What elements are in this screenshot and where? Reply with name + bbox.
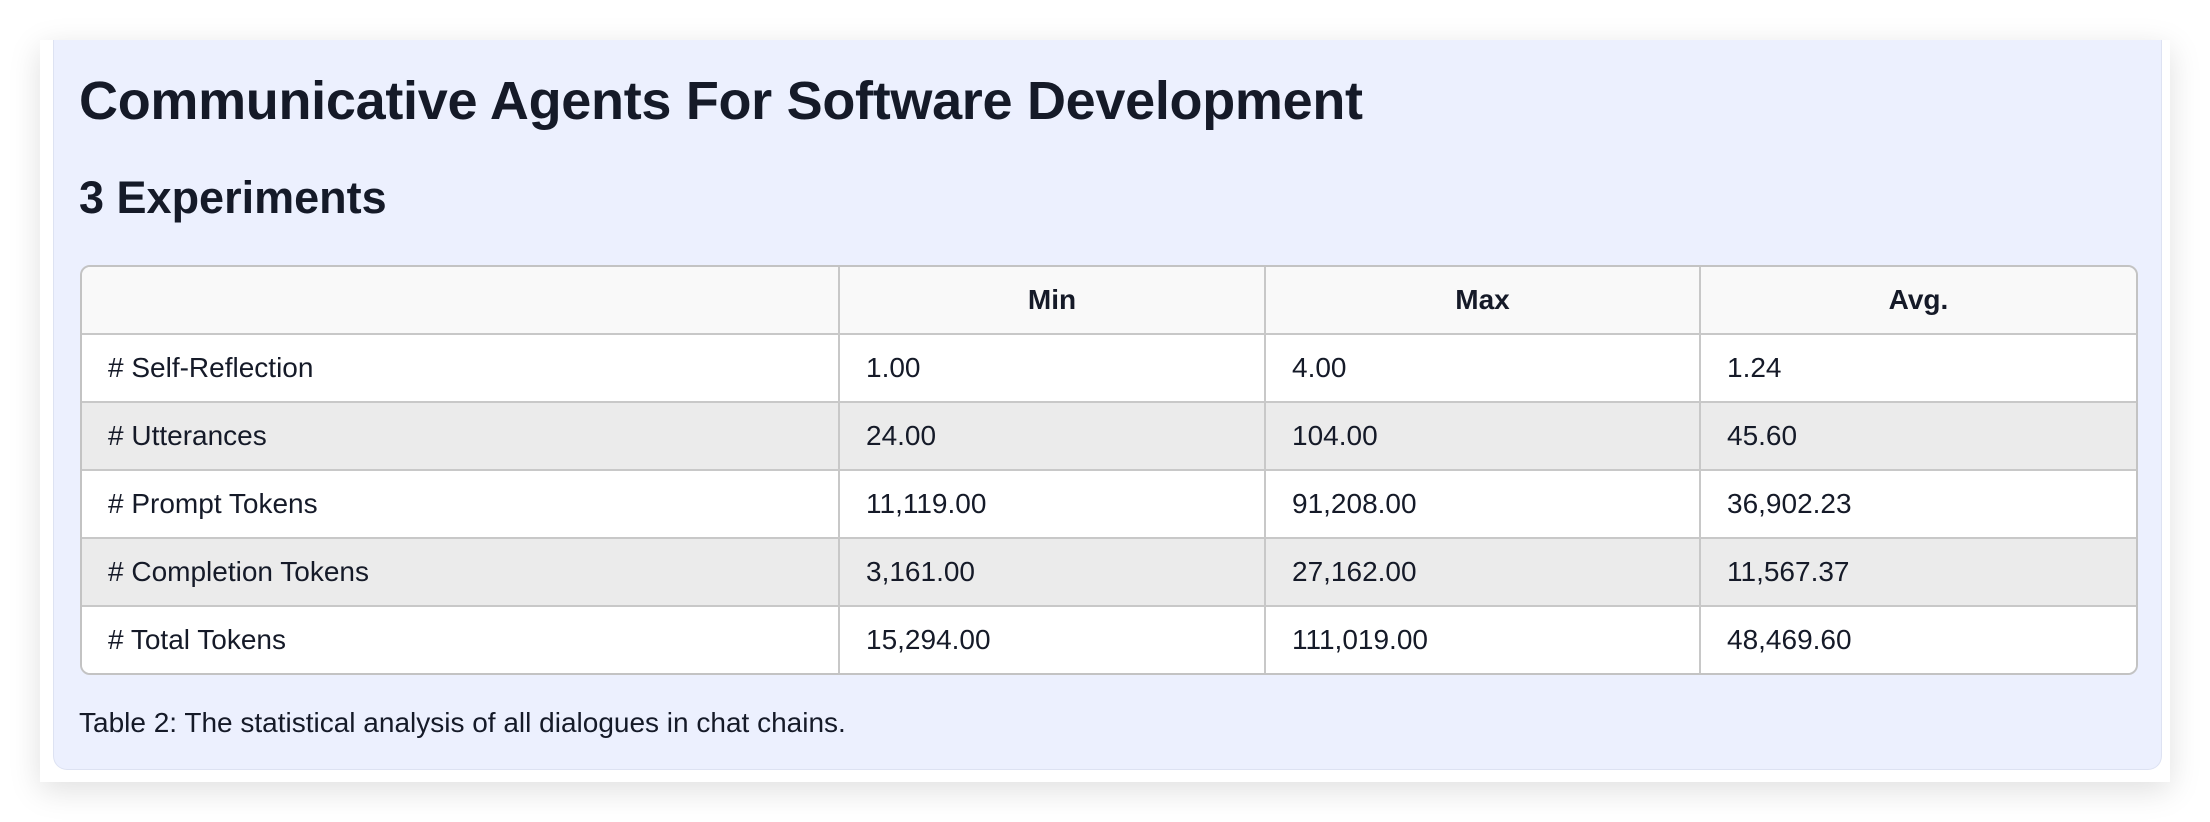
cell-avg: 48,469.60 <box>1701 607 2136 673</box>
cell-min: 3,161.00 <box>840 539 1266 607</box>
cell-max: 111,019.00 <box>1266 607 1701 673</box>
cell-max: 91,208.00 <box>1266 471 1701 539</box>
cell-max: 104.00 <box>1266 403 1701 471</box>
content-panel: Communicative Agents For Software Develo… <box>53 40 2162 770</box>
cell-min: 11,119.00 <box>840 471 1266 539</box>
cell-max: 4.00 <box>1266 335 1701 403</box>
row-label: # Self-Reflection <box>82 335 840 403</box>
row-label: # Utterances <box>82 403 840 471</box>
table-row: # Prompt Tokens 11,119.00 91,208.00 36,9… <box>82 471 2136 539</box>
header-cell <box>82 267 840 335</box>
stats-table: Min Max Avg. # Self-Reflection 1.00 4.00… <box>80 265 2138 675</box>
row-label: # Prompt Tokens <box>82 471 840 539</box>
cell-avg: 36,902.23 <box>1701 471 2136 539</box>
table-row: # Utterances 24.00 104.00 45.60 <box>82 403 2136 471</box>
cell-avg: 1.24 <box>1701 335 2136 403</box>
page-card: Communicative Agents For Software Develo… <box>40 40 2170 782</box>
header-cell-min: Min <box>840 267 1266 335</box>
table-header-row: Min Max Avg. <box>82 267 2136 335</box>
table-row: # Total Tokens 15,294.00 111,019.00 48,4… <box>82 607 2136 673</box>
section-heading: 3 Experiments <box>79 172 387 223</box>
cell-min: 24.00 <box>840 403 1266 471</box>
table-row: # Self-Reflection 1.00 4.00 1.24 <box>82 335 2136 403</box>
row-label: # Total Tokens <box>82 607 840 673</box>
cell-avg: 45.60 <box>1701 403 2136 471</box>
header-cell-max: Max <box>1266 267 1701 335</box>
row-label: # Completion Tokens <box>82 539 840 607</box>
table-caption: Table 2: The statistical analysis of all… <box>79 707 846 738</box>
page-title: Communicative Agents For Software Develo… <box>79 71 1363 131</box>
cell-min: 1.00 <box>840 335 1266 403</box>
cell-max: 27,162.00 <box>1266 539 1701 607</box>
cell-min: 15,294.00 <box>840 607 1266 673</box>
cell-avg: 11,567.37 <box>1701 539 2136 607</box>
header-cell-avg: Avg. <box>1701 267 2136 335</box>
table-row: # Completion Tokens 3,161.00 27,162.00 1… <box>82 539 2136 607</box>
